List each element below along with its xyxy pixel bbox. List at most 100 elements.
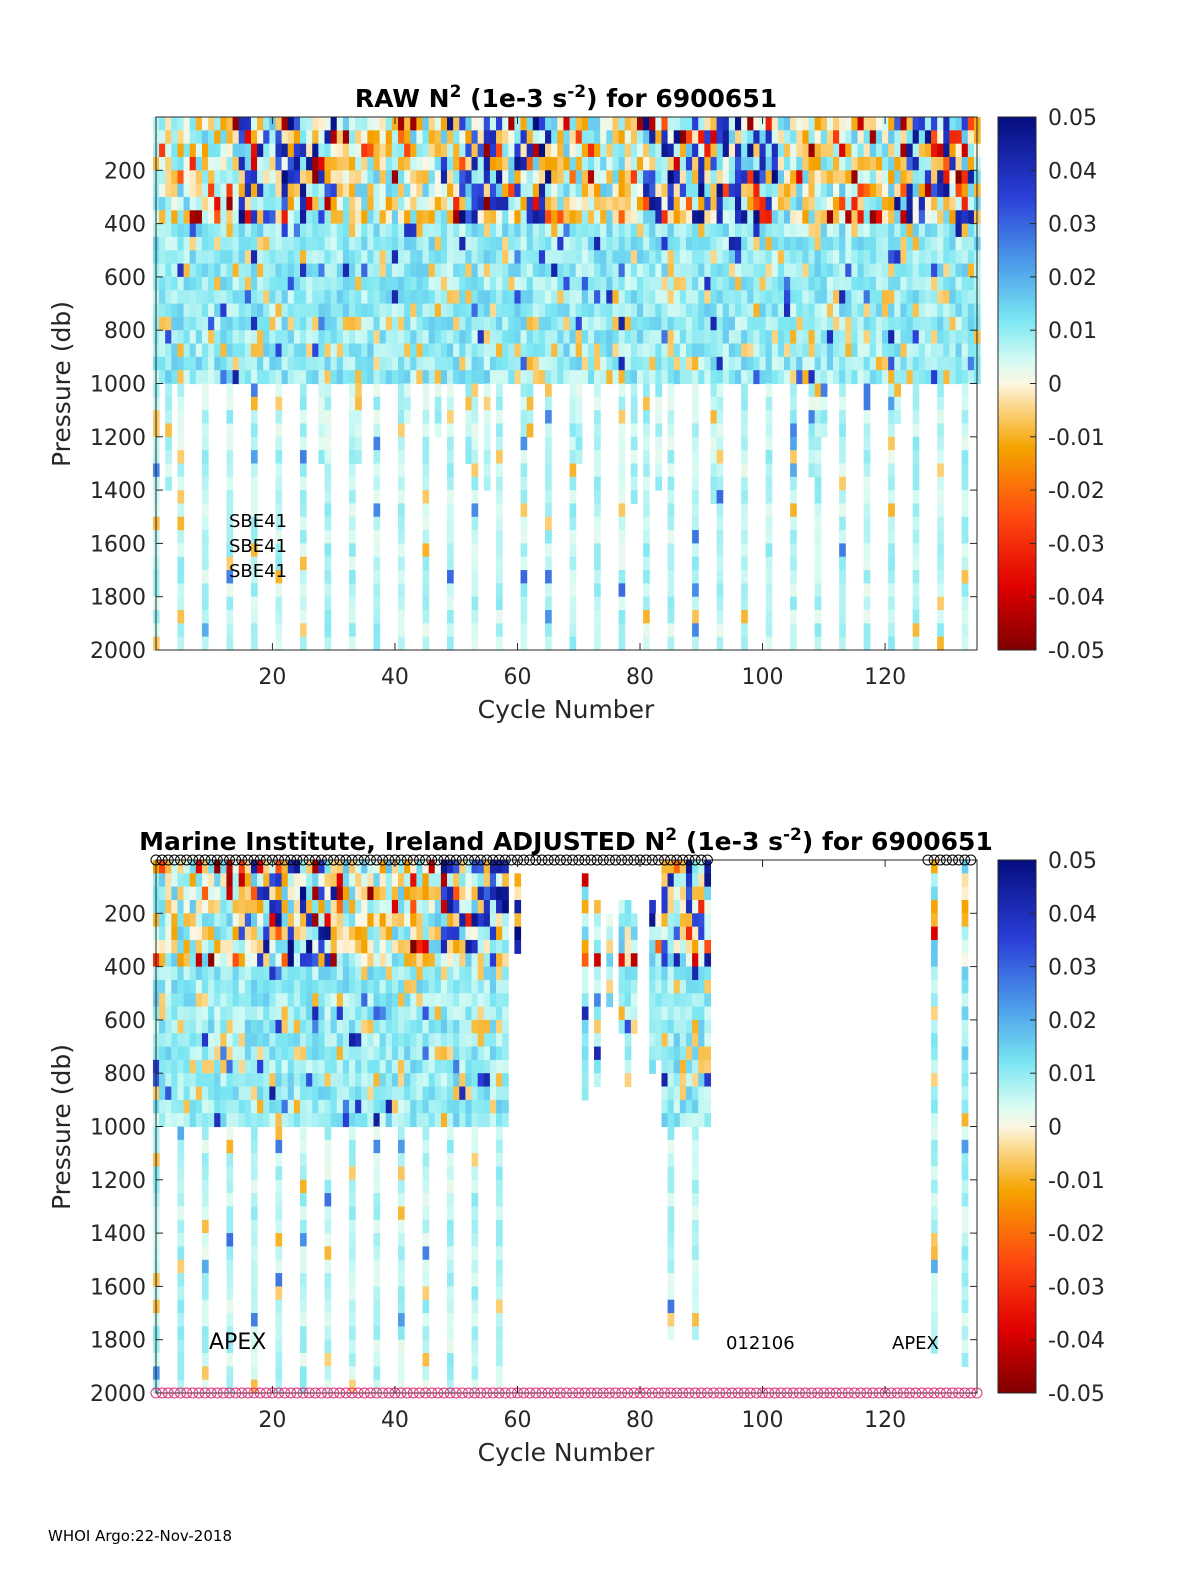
raw-heatmap-cell [943, 343, 950, 358]
raw-heatmap-cell [471, 596, 479, 611]
adjusted-heatmap-cell [208, 1019, 215, 1034]
raw-heatmap-cell [391, 290, 399, 305]
raw-heatmap-cell [667, 356, 675, 371]
adjusted-heatmap-cell [447, 1366, 454, 1381]
adjusted-heatmap-cell [214, 886, 221, 901]
raw-heatmap-cell [349, 503, 356, 518]
adjusted-heatmap-cell [367, 1059, 375, 1074]
raw-heatmap-cell [514, 170, 522, 185]
raw-heatmap-cell [165, 423, 172, 438]
adjusted-heatmap-cell [440, 899, 448, 914]
adjusted-heatmap-cell [201, 979, 209, 994]
raw-heatmap-cell [679, 117, 687, 131]
raw-heatmap-cell [244, 196, 252, 211]
adjusted-heatmap-cell [422, 1006, 430, 1021]
raw-heatmap-cell [875, 343, 883, 358]
raw-heatmap-cell [685, 316, 693, 331]
raw-heatmap-cell [250, 570, 258, 584]
adjusted-heatmap-cell [471, 1019, 479, 1034]
raw-heatmap-cell [299, 156, 307, 171]
raw-heatmap-cell [250, 183, 258, 198]
raw-heatmap-cell [624, 236, 632, 251]
raw-heatmap-cell [367, 236, 375, 251]
raw-heatmap-cell [177, 636, 185, 651]
adjusted-heatmap-cell [447, 1046, 454, 1061]
adjusted-heatmap-cell [459, 860, 466, 874]
adjusted-heatmap-cell [257, 1099, 264, 1114]
raw-heatmap-cell [655, 396, 663, 411]
adjusted-heatmap-cell [244, 860, 252, 874]
raw-heatmap-cell [612, 183, 620, 198]
raw-heatmap-cell [839, 210, 846, 225]
adjusted-heatmap-cell [459, 1059, 466, 1074]
raw-heatmap-cell [826, 130, 834, 145]
raw-heatmap-cell [796, 170, 803, 185]
raw-heatmap-cell [912, 290, 920, 305]
raw-heatmap-cell [796, 196, 803, 211]
raw-heatmap-cell [594, 290, 601, 305]
raw-heatmap-cell [722, 276, 730, 291]
adjusted-heatmap-cell [318, 1046, 326, 1061]
raw-heatmap-cell [250, 343, 258, 358]
raw-heatmap-cell [937, 410, 944, 425]
raw-heatmap-cell [281, 356, 289, 371]
raw-heatmap-cell [924, 303, 932, 318]
raw-heatmap-cell [526, 236, 534, 251]
adjusted-heatmap-cell [422, 953, 430, 968]
raw-heatmap-cell [538, 223, 546, 238]
raw-heatmap-cell [410, 316, 417, 331]
raw-heatmap-cell [679, 143, 687, 158]
raw-heatmap-cell [808, 316, 816, 331]
adjusted-heatmap-cell [483, 1113, 491, 1128]
raw-heatmap-cell [692, 610, 699, 624]
raw-heatmap-cell [287, 356, 295, 371]
raw-heatmap-cell [863, 143, 871, 158]
raw-heatmap-cell [606, 236, 613, 251]
raw-heatmap-cell [293, 263, 301, 278]
adjusted-heatmap-cell [220, 913, 228, 928]
raw-heatmap-cell [728, 143, 736, 158]
raw-heatmap-cell [201, 316, 209, 331]
adjusted-heatmap-cell [367, 1099, 375, 1114]
raw-heatmap-cell [330, 183, 338, 198]
raw-heatmap-cell [471, 223, 479, 238]
raw-heatmap-cell [275, 210, 283, 225]
raw-heatmap-cell [581, 223, 589, 238]
adjusted-heatmap-cell [275, 1313, 283, 1327]
raw-heatmap-cell [790, 223, 797, 238]
raw-heatmap-cell [428, 263, 436, 278]
raw-heatmap-cell [159, 170, 166, 185]
raw-heatmap-cell [342, 250, 350, 265]
adjusted-heatmap-cell [226, 899, 234, 914]
raw-heatmap-cell [526, 370, 534, 385]
raw-heatmap-cell [820, 156, 828, 171]
raw-heatmap-cell [299, 610, 307, 624]
raw-heatmap-cell [704, 290, 712, 305]
raw-heatmap-cell [159, 117, 166, 131]
raw-heatmap-cell [833, 117, 840, 131]
raw-heatmap-cell [931, 356, 938, 371]
raw-heatmap-cell [312, 343, 319, 358]
adjusted-heatmap-cell [165, 1073, 172, 1088]
raw-heatmap-cell [483, 303, 491, 318]
adjusted-heatmap-cell [220, 1113, 228, 1128]
adjusted-heatmap-cell [440, 1113, 448, 1128]
raw-heatmap-cell [232, 223, 240, 238]
raw-heatmap-cell [171, 156, 178, 171]
adjusted-heatmap-cell [336, 886, 344, 901]
raw-heatmap-cell [171, 250, 178, 265]
raw-heatmap-cell [643, 370, 650, 385]
raw-heatmap-cell [747, 170, 754, 185]
adjusted-heatmap-cell [447, 1193, 454, 1208]
adjusted-heatmap-cell [263, 1086, 270, 1101]
raw-heatmap-cell [931, 130, 938, 145]
adjusted-heatmap-cell [391, 1019, 399, 1034]
raw-heatmap-cell [594, 316, 601, 331]
raw-heatmap-cell [759, 130, 767, 145]
raw-heatmap-cell [618, 636, 626, 651]
raw-heatmap-cell [159, 290, 166, 305]
raw-heatmap-cell [422, 370, 430, 385]
raw-heatmap-cell [275, 117, 283, 131]
adjusted-heatmap-cell [373, 1353, 381, 1367]
adjusted-heatmap-cell [269, 1046, 277, 1061]
